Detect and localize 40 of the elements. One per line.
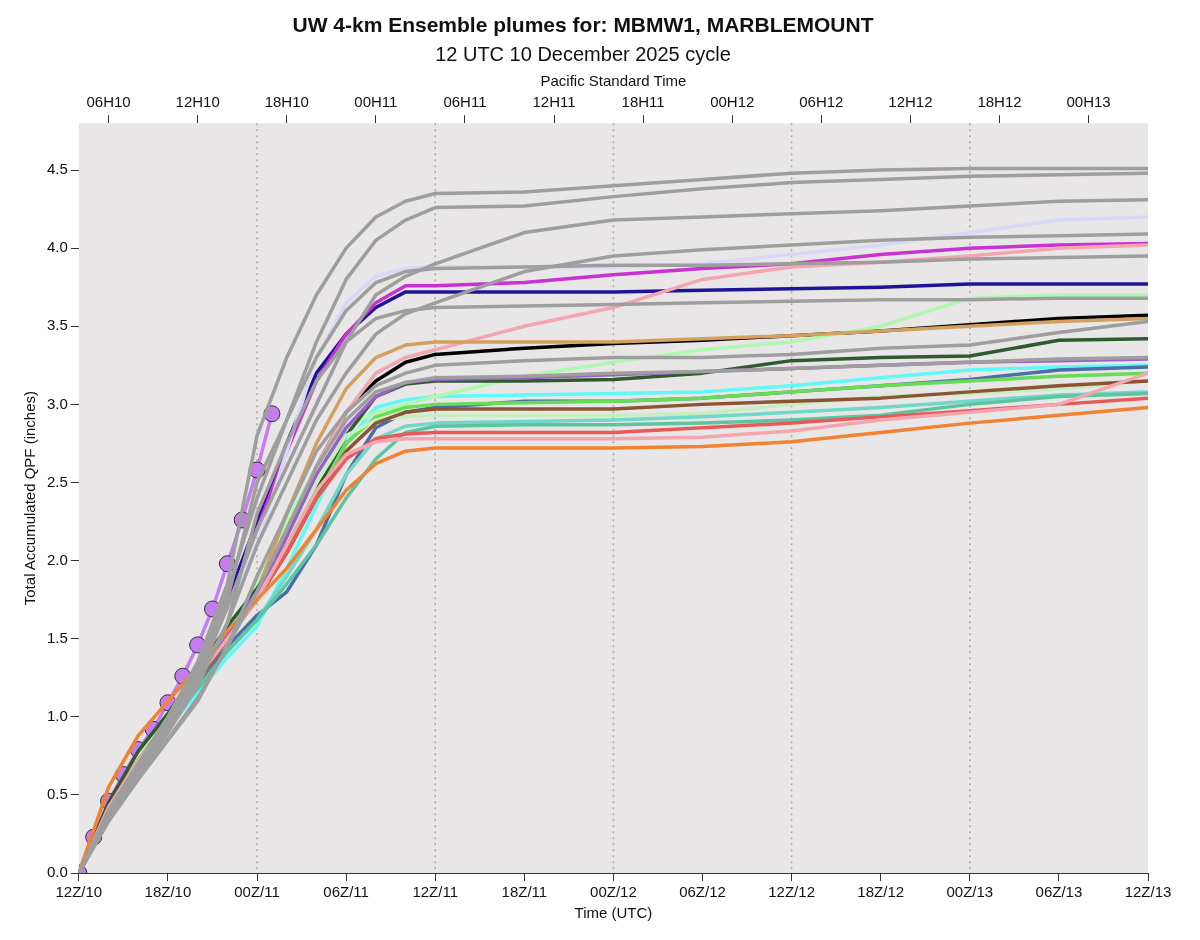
y-tick-label: 2.5: [46, 472, 68, 490]
y-tick-label: 4.5: [46, 160, 68, 178]
x-tick-label: 00Z/12: [590, 883, 637, 901]
x-tick-label: 12Z/11: [412, 883, 459, 901]
y-tick-label: 0.5: [46, 785, 68, 803]
x2-tick-label: 12H11: [532, 93, 576, 111]
x-tick-label: 12Z/12: [768, 883, 815, 901]
x2-tick-label: 06H10: [86, 93, 131, 111]
x2-tick-label: 18H12: [977, 93, 1022, 111]
x2-tick-label: 12H12: [888, 93, 933, 111]
x2-tick-label: 00H11: [354, 93, 398, 111]
x2-tick-label: 12H10: [175, 93, 220, 111]
y-tick-label: 4.0: [46, 238, 68, 256]
x-tick-label: 00Z/11: [234, 883, 280, 901]
y-tick-label: 2.0: [46, 550, 68, 568]
x2-tick-label: 00H13: [1066, 93, 1111, 111]
x-tick-label: 06Z/12: [679, 883, 726, 901]
y-tick-label: 1.0: [46, 706, 68, 724]
x-tick-label: 06Z/13: [1035, 883, 1083, 901]
y-axis-title: Total Accumulated QPF (inches): [21, 390, 39, 606]
x2-tick-label: 06H11: [443, 93, 487, 111]
x-tick-label: 12Z/10: [55, 883, 103, 901]
x-tick-label: 00Z/13: [946, 883, 994, 901]
chart-title: UW 4-km Ensemble plumes for: MBMW1, MARBLEMOUNT: [292, 13, 874, 37]
x-tick-label: 18Z/12: [857, 883, 905, 901]
y-tick-label: 3.0: [46, 394, 68, 412]
y-tick-label: 0.0: [46, 863, 68, 881]
x-axis-title: Time (UTC): [574, 904, 653, 922]
x2-axis-title: Pacific Standard Time: [540, 72, 687, 90]
y-tick-label: 3.5: [46, 316, 68, 334]
x-tick-label: 18Z/11: [501, 883, 548, 901]
x-tick-label: 18Z/10: [144, 883, 192, 901]
y-tick-label: 1.5: [46, 628, 68, 646]
x2-tick-label: 06H12: [799, 93, 844, 111]
x2-tick-label: 00H12: [710, 93, 755, 111]
chart-subtitle: 12 UTC 10 December 2025 cycle: [435, 42, 731, 65]
x2-tick-label: 18H11: [621, 93, 665, 111]
x2-tick-label: 18H10: [264, 93, 309, 111]
x-tick-label: 12Z/13: [1124, 883, 1172, 901]
x-tick-label: 06Z/11: [323, 883, 369, 901]
